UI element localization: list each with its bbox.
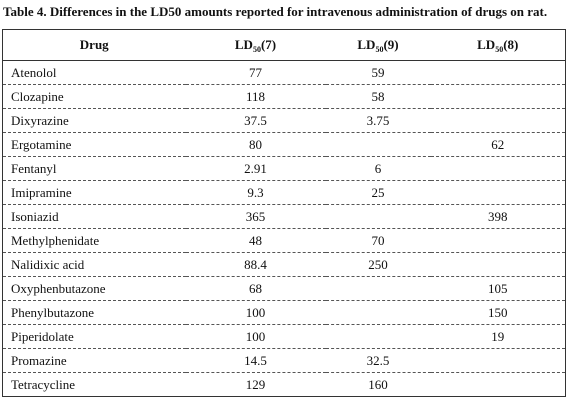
ld50-value: 398 bbox=[430, 204, 566, 229]
empty-cell bbox=[430, 372, 566, 397]
column-header: Drug bbox=[2, 29, 186, 61]
table-row: Phenylbutazone 100 150 bbox=[2, 300, 566, 325]
table-row: Promazine 14.5 32.5 bbox=[2, 348, 566, 373]
empty-cell bbox=[430, 156, 566, 181]
drug-name: Promazine bbox=[2, 348, 186, 373]
header-subscript: 50 bbox=[495, 44, 504, 54]
drug-name: Clozapine bbox=[2, 84, 186, 109]
header-reference: (9) bbox=[383, 36, 399, 52]
ld50-value: 62 bbox=[430, 132, 566, 157]
column-header: LD50(7) bbox=[185, 29, 326, 61]
table-title: Table 4. Differences in the LD50 amounts… bbox=[3, 4, 548, 19]
empty-cell bbox=[325, 204, 431, 229]
drug-name: Phenylbutazone bbox=[2, 300, 186, 325]
ld50-value: 6 bbox=[325, 156, 431, 181]
ld50-value: 19 bbox=[430, 324, 566, 349]
empty-cell bbox=[430, 348, 566, 373]
ld50-value: 150 bbox=[430, 300, 566, 325]
table-row: Nalidixic acid 88.4 250 bbox=[2, 252, 566, 277]
ld50-value: 77 bbox=[185, 60, 326, 85]
column-header: LD50(9) bbox=[325, 29, 431, 61]
table-row: Ergotamine 80 62 bbox=[2, 132, 566, 157]
empty-cell bbox=[430, 252, 566, 277]
table-body: Atenolol 77 59 Clozapine 118 58 Dixyrazine 37.5… bbox=[2, 60, 566, 397]
empty-cell bbox=[325, 324, 431, 349]
table-row: Imipramine 9.3 25 bbox=[2, 180, 566, 205]
ld50-value: 59 bbox=[325, 60, 431, 85]
ld50-value: 100 bbox=[185, 324, 326, 349]
header-reference: (7) bbox=[260, 36, 277, 52]
header-reference: (8) bbox=[503, 36, 519, 52]
ld50-value: 365 bbox=[185, 204, 326, 229]
drug-name: Ergotamine bbox=[2, 132, 186, 157]
ld50-value: 14.5 bbox=[185, 348, 326, 373]
table-row: Dixyrazine 37.5 3.75 bbox=[2, 108, 566, 133]
drug-name: Dixyrazine bbox=[2, 108, 186, 133]
ld50-value: 37.5 bbox=[185, 108, 326, 133]
header-text: LD bbox=[357, 36, 376, 52]
empty-cell bbox=[430, 228, 566, 253]
table-row: Tetracycline 129 160 bbox=[2, 372, 566, 397]
ld50-value: 3.75 bbox=[325, 108, 431, 133]
empty-cell bbox=[325, 276, 431, 301]
empty-cell bbox=[325, 300, 431, 325]
table-row: Fentanyl 2.91 6 bbox=[2, 156, 566, 181]
drug-name: Methylphenidate bbox=[2, 228, 186, 253]
drug-name: Isoniazid bbox=[2, 204, 186, 229]
drug-name: Piperidolate bbox=[2, 324, 186, 349]
header-text: LD bbox=[234, 36, 253, 52]
empty-cell bbox=[325, 132, 431, 157]
ld50-value: 129 bbox=[185, 372, 326, 397]
ld50-value: 25 bbox=[325, 180, 431, 205]
ld50-value: 9.3 bbox=[185, 180, 326, 205]
drug-name: Fentanyl bbox=[2, 156, 186, 181]
header-subscript: 50 bbox=[375, 44, 384, 54]
ld50-value: 58 bbox=[325, 84, 431, 109]
header-text: LD bbox=[477, 36, 496, 52]
ld50-value: 100 bbox=[185, 300, 326, 325]
table-row: Methylphenidate 48 70 bbox=[2, 228, 566, 253]
ld50-value: 2.91 bbox=[185, 156, 326, 181]
ld50-value: 105 bbox=[430, 276, 566, 301]
ld50-value: 118 bbox=[185, 84, 326, 109]
empty-cell bbox=[430, 180, 566, 205]
table-row: Piperidolate 100 19 bbox=[2, 324, 566, 349]
header-text: Drug bbox=[79, 37, 109, 52]
ld50-value: 32.5 bbox=[325, 348, 431, 373]
header-row: Drug LD50(7) LD50(9) LD50(8) bbox=[2, 29, 566, 61]
ld50-value: 88.4 bbox=[185, 252, 326, 277]
drug-name: Tetracycline bbox=[2, 372, 186, 397]
empty-cell bbox=[430, 108, 566, 133]
drug-name: Imipramine bbox=[2, 180, 186, 205]
empty-cell bbox=[430, 60, 566, 85]
ld50-value: 250 bbox=[325, 252, 431, 277]
column-header: LD50(8) bbox=[430, 29, 566, 61]
ld50-value: 160 bbox=[325, 372, 431, 397]
table-row: Oxyphenbutazone 68 105 bbox=[2, 276, 566, 301]
table-row: Clozapine 118 58 bbox=[2, 84, 566, 109]
table-row: Isoniazid 365 398 bbox=[2, 204, 566, 229]
drug-name: Oxyphenbutazone bbox=[2, 276, 186, 301]
ld50-value: 80 bbox=[185, 132, 326, 157]
ld50-value: 70 bbox=[325, 228, 431, 253]
data-table: Drug LD50(7) LD50(9) LD50(8) Atenolol 77 59 Cl… bbox=[2, 29, 566, 397]
drug-name: Nalidixic acid bbox=[2, 252, 186, 277]
ld50-value: 48 bbox=[185, 228, 326, 253]
ld50-value: 68 bbox=[185, 276, 326, 301]
empty-cell bbox=[430, 84, 566, 109]
drug-name: Atenolol bbox=[2, 60, 186, 85]
table-row: Atenolol 77 59 bbox=[2, 60, 566, 85]
header-subscript: 50 bbox=[252, 44, 261, 54]
